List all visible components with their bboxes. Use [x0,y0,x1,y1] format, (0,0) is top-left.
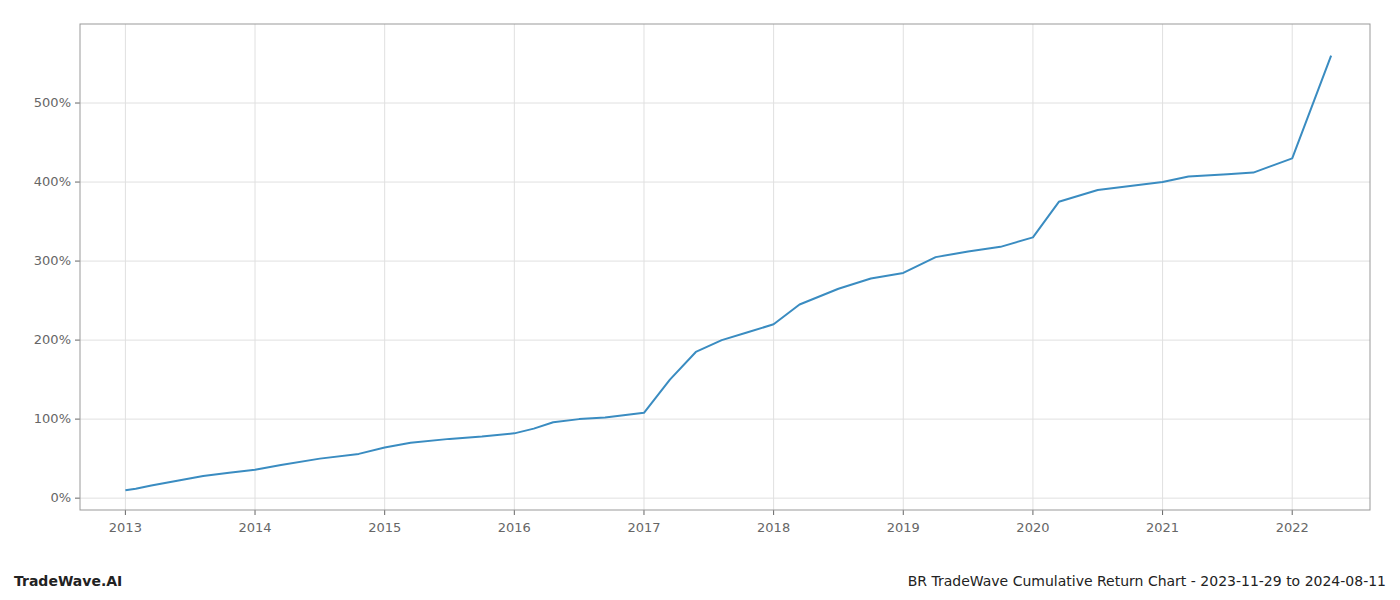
chart-svg: 0% 100% 200% 300% 400% 500% 2013 2014 2015 2016 20… [0,0,1400,600]
x-grid-line [1162,24,1163,510]
x-tick-label: 2015 [368,520,401,535]
x-tick [1292,510,1293,515]
x-tick-label: 2020 [1016,520,1049,535]
axes: 0% 100% 200% 300% 400% 500% 2013 2014 2015 2016 20… [34,24,1370,535]
x-tick-label: 2013 [109,520,142,535]
x-grid-line [773,24,774,510]
y-grid-line [80,261,1370,262]
plot-frame [80,24,1370,510]
x-grid-line [903,24,904,510]
x-tick [125,510,126,515]
grid [80,24,1370,510]
y-grid-line [80,498,1370,499]
y-tick-label: 100% [34,411,71,426]
x-tick-label: 2018 [757,520,790,535]
y-tick [75,103,80,104]
y-tick [75,498,80,499]
x-tick [643,510,644,515]
x-grid-line [1292,24,1293,510]
x-grid-line [384,24,385,510]
y-grid-line [80,182,1370,183]
y-tick-label: 200% [34,332,71,347]
chart-title: BR TradeWave Cumulative Return Chart - 2… [908,573,1386,589]
x-grid-line [255,24,256,510]
y-tick [75,340,80,341]
x-tick [1032,510,1033,515]
return-line [125,56,1331,491]
y-grid-line [80,103,1370,104]
x-tick-label: 2014 [238,520,271,535]
x-tick [773,510,774,515]
x-grid-line [514,24,515,510]
x-tick [255,510,256,515]
x-tick [1162,510,1163,515]
x-grid-line [125,24,126,510]
y-tick [75,182,80,183]
x-tick-label: 2021 [1146,520,1179,535]
y-grid-line [80,419,1370,420]
x-tick [903,510,904,515]
y-tick-label: 0% [50,490,71,505]
y-tick-label: 400% [34,174,71,189]
watermark: TradeWave.AI [14,573,122,589]
y-tick [75,261,80,262]
y-tick-label: 300% [34,253,71,268]
y-tick-label: 500% [34,95,71,110]
data-group [125,56,1331,491]
x-tick [384,510,385,515]
y-tick [75,419,80,420]
x-grid-line [1032,24,1033,510]
x-tick-label: 2019 [887,520,920,535]
x-grid-line [643,24,644,510]
x-tick-label: 2022 [1276,520,1309,535]
x-tick-label: 2017 [627,520,660,535]
x-tick [514,510,515,515]
x-tick-label: 2016 [498,520,531,535]
chart-container: 0% 100% 200% 300% 400% 500% 2013 2014 2015 2016 20… [0,0,1400,600]
